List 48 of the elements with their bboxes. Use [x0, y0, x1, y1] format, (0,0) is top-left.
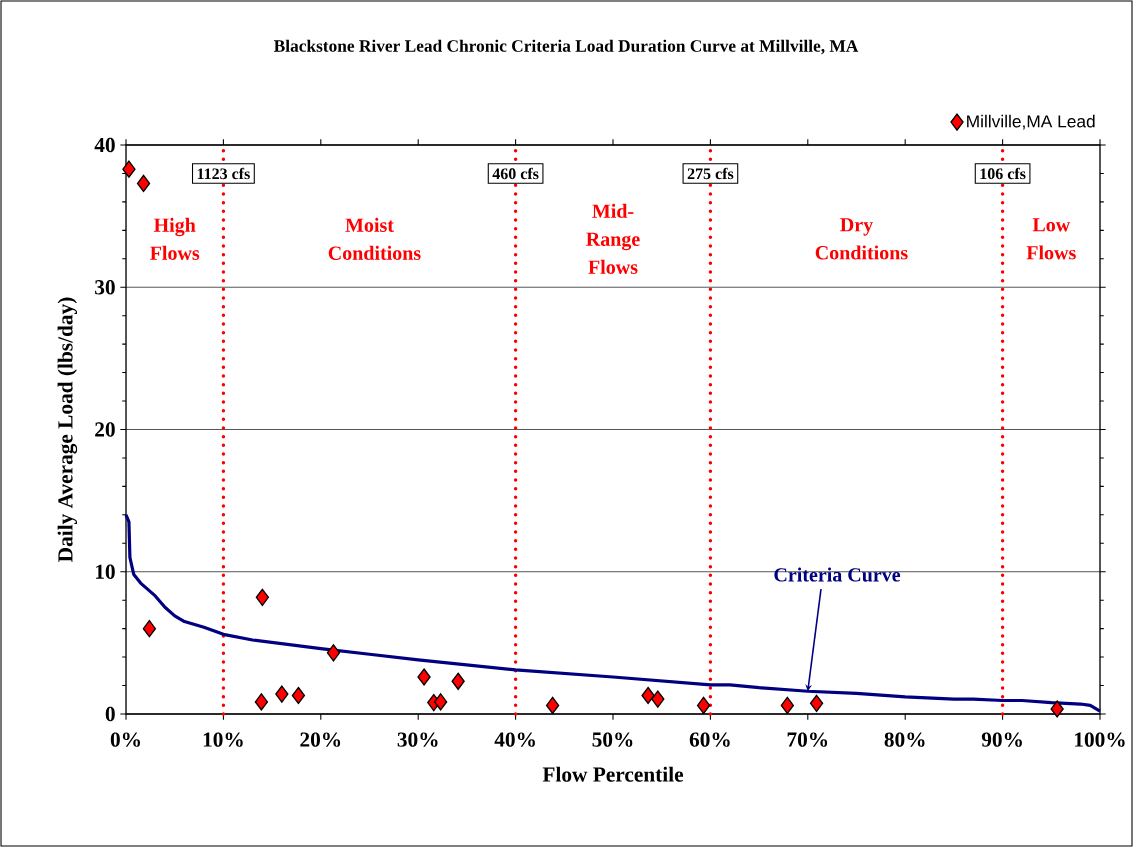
point — [433, 693, 448, 711]
ref-line-label: 460 cfs — [492, 167, 539, 180]
point — [122, 160, 136, 178]
x-tick-label: 90% — [981, 732, 1022, 747]
chart-title: Blackstone River Lead Chronic Criteria Load Duration Curve at Millville, MA — [273, 39, 859, 55]
ref-line-label: 106 cfs — [980, 167, 1026, 180]
point — [136, 174, 151, 193]
x-tick-label: 40% — [494, 732, 535, 747]
point — [809, 694, 824, 712]
ref-line-label: 1123 cfs — [197, 167, 250, 180]
annotation: Dry Conditions — [815, 218, 908, 260]
x-tick-label: 100% — [1075, 732, 1125, 747]
point — [641, 686, 655, 705]
y-tick-label: 20 — [95, 422, 115, 437]
y-tick-label: 30 — [95, 280, 115, 295]
point — [451, 672, 465, 690]
point — [255, 588, 270, 607]
x-tick-label: 30% — [397, 732, 438, 747]
point — [417, 668, 431, 686]
x-tick-label: 70% — [787, 732, 828, 747]
ref-line-label: 275 cfs — [687, 167, 734, 180]
point — [545, 696, 560, 715]
y-tick-label: 40 — [94, 137, 115, 153]
point — [142, 619, 157, 638]
point — [254, 693, 269, 711]
point — [291, 686, 306, 705]
y-tick-label: 0 — [105, 706, 115, 722]
x-tick-label: 60% — [689, 732, 730, 747]
point — [696, 696, 711, 715]
x-tick-label: 80% — [884, 732, 925, 747]
x-tick-label: 20% — [300, 732, 341, 747]
point — [651, 690, 665, 708]
x-axis-title: Flow Percentile — [542, 766, 684, 782]
y-axis-title: Daily Average Load (lbs/day) — [57, 297, 78, 562]
annotation: High Flows — [150, 217, 200, 260]
point — [275, 685, 289, 703]
annotation: Mid-Range Flows — [586, 203, 640, 274]
point — [1050, 700, 1064, 718]
point — [326, 644, 341, 662]
point — [780, 696, 795, 715]
x-tick-label: 0% — [110, 732, 140, 747]
x-tick-label: 10% — [203, 732, 243, 747]
y-tick-label: 10 — [95, 564, 115, 579]
annotation: Moist Conditions — [328, 217, 421, 260]
annotation: Criteria Curve — [774, 567, 901, 582]
annotation: Low Flows — [1026, 218, 1076, 260]
legend-label: Millville,MA Lead — [967, 114, 1095, 130]
x-tick-label: 50% — [592, 732, 633, 747]
